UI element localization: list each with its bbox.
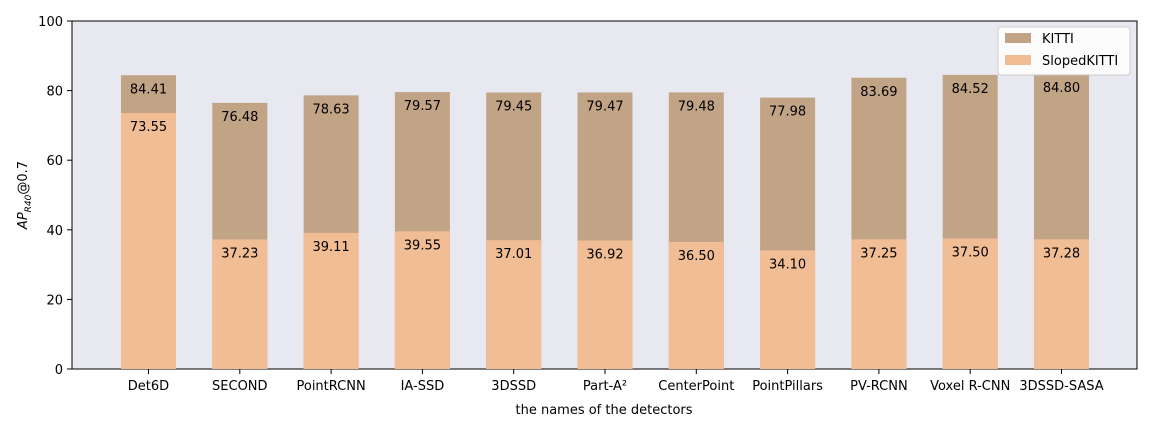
value-label-slopedkitti-2: 39.11	[312, 240, 349, 255]
value-label-slopedkitti-10: 37.28	[1043, 246, 1080, 261]
bar-slopedkitti-7	[760, 250, 816, 369]
bar-slopedkitti-5	[577, 240, 633, 369]
value-label-kitti-8: 83.69	[860, 85, 897, 100]
x-tick-label-6: CenterPoint	[658, 379, 734, 394]
bars-layer	[121, 73, 1089, 370]
value-label-kitti-1: 76.48	[221, 110, 258, 125]
value-label-slopedkitti-7: 34.10	[769, 257, 806, 272]
y-axis-label: APR40@0.7	[16, 161, 34, 230]
y-tick-label-2: 40	[46, 224, 63, 239]
x-tick-label-1: SECOND	[212, 379, 268, 394]
bar-slopedkitti-6	[668, 241, 724, 369]
bar-slopedkitti-1	[212, 239, 268, 369]
value-label-kitti-5: 79.47	[586, 99, 623, 114]
value-label-kitti-10: 84.80	[1043, 81, 1080, 96]
y-tick-label-1: 20	[46, 293, 63, 308]
x-tick-label-2: PointRCNN	[296, 379, 365, 394]
value-label-kitti-3: 79.57	[404, 99, 441, 114]
y-axis: 0 20 40 60 80 100	[38, 15, 72, 378]
x-tick-label-9: Voxel R-CNN	[930, 379, 1010, 394]
value-label-slopedkitti-4: 37.01	[495, 247, 532, 262]
legend: KITTI SlopedKITTI	[997, 26, 1131, 76]
value-label-kitti-9: 84.52	[952, 82, 989, 97]
value-label-kitti-6: 79.48	[678, 99, 715, 114]
legend-swatch-slopedkitti	[1005, 55, 1031, 65]
value-label-kitti-7: 77.98	[769, 105, 806, 120]
value-label-slopedkitti-6: 36.50	[678, 249, 715, 264]
value-label-slopedkitti-8: 37.25	[860, 246, 897, 261]
y-tick-label-5: 100	[38, 15, 63, 30]
y-tick-label-4: 80	[46, 85, 63, 100]
bar-slopedkitti-2	[303, 232, 359, 369]
bar-slopedkitti-10	[1034, 239, 1089, 369]
value-labels-layer: 84.41 76.48 78.63 79.57 79.45 79.47 79.48 77.98…	[130, 81, 1080, 272]
value-label-slopedkitti-5: 36.92	[586, 248, 623, 263]
value-label-slopedkitti-9: 37.50	[952, 246, 989, 261]
y-axis-label-sub: R40	[24, 194, 34, 212]
x-tick-label-7: PointPillars	[752, 379, 823, 394]
x-tick-label-8: PV-RCNN	[850, 379, 908, 394]
x-tick-label-5: Part-A²	[583, 379, 627, 394]
y-tick-label-3: 60	[46, 154, 63, 169]
x-tick-label-0: Det6D	[128, 379, 169, 394]
bar-slopedkitti-0	[121, 113, 176, 370]
value-label-kitti-0: 84.41	[130, 82, 167, 97]
x-tick-label-3: IA-SSD	[401, 379, 445, 394]
y-tick-label-0: 0	[55, 363, 63, 378]
bar-slopedkitti-9	[942, 238, 998, 369]
bar-slopedkitti-3	[394, 231, 450, 369]
x-tick-label-10: 3DSSD-SASA	[1019, 379, 1103, 394]
value-label-slopedkitti-3: 39.55	[404, 238, 441, 253]
x-tick-label-4: 3DSSD	[491, 379, 536, 394]
x-axis: Det6D SECOND PointRCNN IA-SSD 3DSSD Part-A² Ce…	[128, 369, 1104, 394]
legend-swatch-kitti	[1005, 33, 1031, 43]
value-label-slopedkitti-1: 37.23	[221, 246, 258, 261]
bar-slopedkitti-8	[851, 239, 907, 369]
x-axis-label: the names of the detectors	[515, 403, 692, 418]
legend-label-slopedkitti: SlopedKITTI	[1042, 54, 1118, 69]
y-axis-label-base: AP	[16, 212, 31, 230]
bar-slopedkitti-4	[486, 240, 542, 369]
value-label-kitti-2: 78.63	[312, 102, 349, 117]
legend-label-kitti: KITTI	[1042, 32, 1074, 47]
y-axis-label-suffix: @0.7	[16, 161, 31, 195]
value-label-kitti-4: 79.45	[495, 100, 532, 115]
value-label-slopedkitti-0: 73.55	[130, 120, 167, 135]
